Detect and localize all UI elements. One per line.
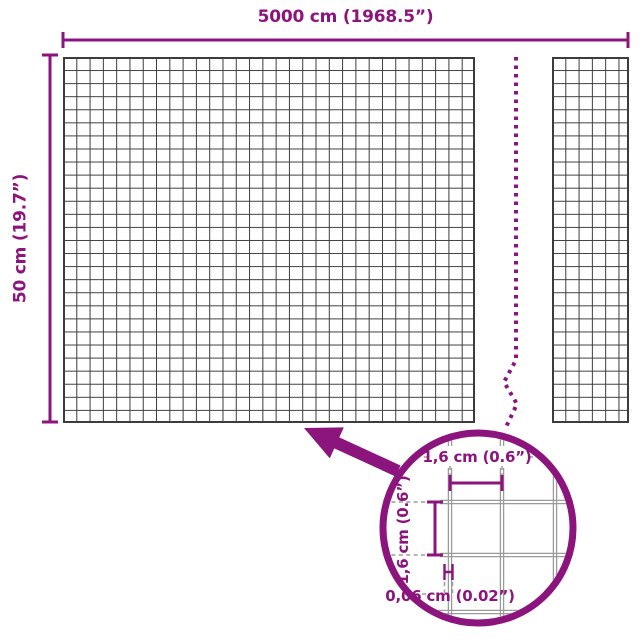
detail-height-label: 1,6 cm (0.6”) [394,475,412,585]
height-dimension [42,53,58,424]
break-dashed-line [501,57,520,428]
magnifier-circle-icon [379,429,577,627]
wire-thickness-marker [443,564,454,580]
detail-height-dimension [427,500,443,557]
height-label: 50 cm (19.7”) [10,173,31,304]
width-dimension [61,32,630,48]
zoom-arrow-icon [304,427,401,477]
width-label: 5000 cm (1968.5”) [257,7,434,27]
detail-width-dimension [448,475,504,491]
detail-width-label: 1,6 cm (0.6”) [422,448,532,466]
mesh-panel-left [63,57,475,423]
mesh-panel-right [552,57,629,423]
mesh-panel-left-border [63,57,475,423]
mesh-panel-right-border [552,57,629,423]
wire-thickness-label: 0,06 cm (0.02”) [385,587,515,605]
